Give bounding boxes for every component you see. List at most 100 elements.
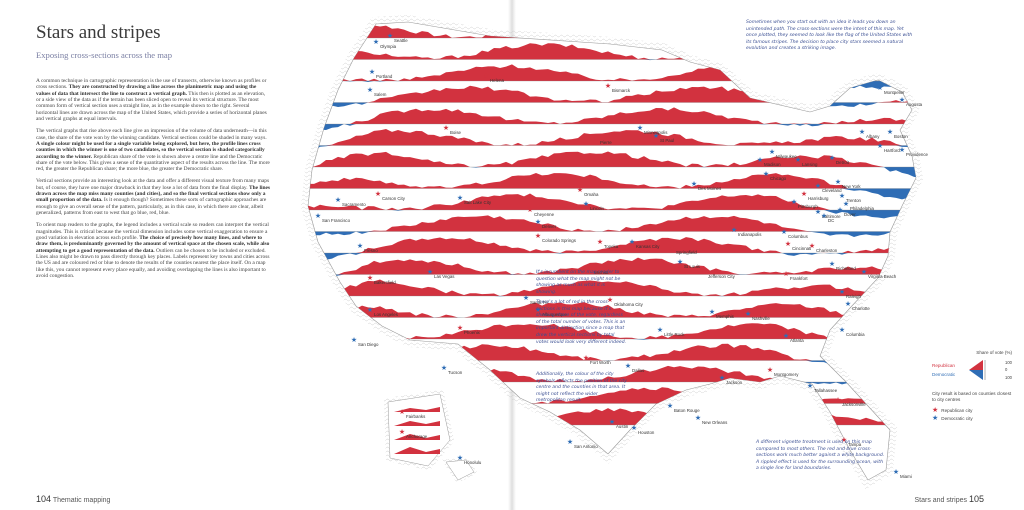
us-election-cross-section-map: ★Seattle★Olympia★Portland★Salem★Helena★B… — [300, 14, 929, 490]
city-marker: ★St Paul — [653, 132, 674, 143]
red-star-icon: ★ — [375, 190, 381, 198]
blue-star-icon: ★ — [637, 124, 643, 132]
city-label: Olympia — [380, 44, 397, 49]
city-marker: ★Kansas City — [629, 238, 660, 249]
red-star-icon: ★ — [809, 242, 815, 250]
left-page-text: Stars and stripes Exposing cross-section… — [36, 22, 271, 285]
city-label: Baton Rouge — [674, 408, 700, 413]
city-label: Detroit — [836, 160, 850, 165]
blue-star-icon: ★ — [367, 306, 373, 314]
city-marker: ★Frankfort — [783, 270, 808, 281]
city-label: Austin — [616, 424, 629, 429]
city-label: Wichita — [594, 270, 609, 275]
blue-star-icon: ★ — [709, 308, 715, 316]
city-marker: ★Madison — [757, 156, 781, 167]
annotation-question: It's incumbent on the map reader to ques… — [536, 270, 621, 295]
city-label: DC — [828, 218, 834, 223]
blue-star-icon: ★ — [387, 32, 393, 40]
city-marker: ★Salt Lake City — [457, 194, 492, 205]
city-marker: ★Honolulu — [457, 454, 482, 465]
city-marker: ★Carson City — [375, 190, 406, 201]
hawaii-outline — [445, 459, 475, 481]
democratic-profile — [308, 188, 916, 200]
city-label: Portland — [376, 74, 393, 79]
city-label: Trenton — [846, 198, 862, 203]
folio-left: 104 Thematic mapping — [36, 494, 110, 504]
blue-star-icon: ★ — [932, 415, 939, 422]
city-marker: ★Albuquerque — [535, 306, 568, 317]
city-marker: ★Olympia — [373, 38, 397, 49]
city-label: Madison — [764, 162, 781, 167]
blue-star-icon: ★ — [783, 332, 789, 340]
city-label: Sacramento — [342, 202, 366, 207]
city-label: Minneapolis — [644, 130, 668, 135]
city-marker: ★Denver — [535, 218, 557, 229]
city-label: Memphis — [716, 314, 735, 319]
blue-star-icon: ★ — [807, 382, 813, 390]
city-marker: ★Charlotte — [845, 300, 871, 311]
city-marker: ★Anchorage — [399, 428, 428, 439]
page-title: Stars and stripes — [36, 22, 161, 43]
city-label: Tampa — [848, 442, 862, 447]
body-paragraph-4: To orient map readers to the graphs, the… — [36, 222, 270, 280]
city-marker: ★Colorado Springs — [535, 232, 577, 243]
red-star-icon: ★ — [841, 436, 847, 444]
city-marker: ★Tampa — [841, 436, 862, 447]
city-label: Frankfort — [790, 276, 808, 281]
blue-star-icon: ★ — [745, 310, 751, 318]
blue-star-icon: ★ — [821, 212, 827, 220]
city-label: Indianapolis — [738, 232, 762, 237]
city-label: San Antonio — [574, 444, 598, 449]
red-star-icon: ★ — [597, 238, 603, 246]
blue-star-icon: ★ — [839, 288, 845, 296]
city-label: San Diego — [358, 342, 379, 347]
city-marker: ★Las Vegas — [427, 268, 455, 279]
blue-star-icon: ★ — [829, 260, 835, 268]
city-label: Springfield — [676, 250, 697, 255]
city-label: Los Angeles — [374, 312, 399, 317]
city-label: Houston — [638, 430, 655, 435]
legend-rep-city-label: Republican city — [941, 407, 973, 413]
blue-star-icon: ★ — [691, 180, 697, 188]
red-star-icon: ★ — [607, 296, 613, 304]
city-label: Tucson — [448, 370, 463, 375]
red-star-icon: ★ — [932, 407, 939, 414]
city-marker: ★Harrisburg — [801, 190, 829, 201]
blue-star-icon: ★ — [567, 438, 573, 446]
city-marker: ★Phoenix — [457, 324, 481, 335]
democratic-profile — [308, 231, 916, 237]
city-label: Hartford — [884, 148, 900, 153]
democratic-profile — [308, 81, 916, 89]
city-label: Dover — [844, 212, 856, 217]
city-marker: ★Jackson — [719, 374, 743, 385]
city-label: Santa Fe — [530, 300, 548, 305]
city-label: Denver — [542, 224, 557, 229]
city-marker: ★Topeka — [597, 238, 619, 249]
city-label: Chicago — [770, 176, 787, 181]
legend-dem-city-label: Democratic city — [941, 415, 973, 421]
blue-star-icon: ★ — [441, 364, 447, 372]
city-marker: ★New York — [835, 178, 861, 189]
blue-star-icon: ★ — [427, 268, 433, 276]
city-marker: ★Omaha — [577, 186, 599, 197]
city-marker: ★San Antonio — [567, 438, 598, 449]
city-label: Colorado Springs — [542, 238, 577, 243]
city-marker: ★Little Rock — [657, 326, 685, 337]
city-marker: ★Bismarck — [605, 82, 631, 93]
red-star-icon: ★ — [587, 264, 593, 272]
democratic-profile — [308, 210, 916, 219]
blue-star-icon: ★ — [369, 68, 375, 76]
city-label: Philadelphia — [850, 206, 874, 211]
blue-star-icon: ★ — [781, 228, 787, 236]
city-label: Fort Worth — [590, 360, 611, 365]
city-label: Montpelier — [884, 90, 905, 95]
city-marker: ★Baltimore — [815, 208, 841, 219]
city-label: Charlotte — [852, 306, 870, 311]
annotation-vote-share: There's a lot of red in the cross-sectio… — [536, 300, 627, 345]
blue-star-icon: ★ — [899, 146, 905, 154]
city-label: Pierre — [600, 140, 612, 145]
city-label: Fresno — [364, 248, 378, 253]
city-marker: ★Seattle — [387, 32, 408, 43]
alaska-profiles — [394, 407, 440, 454]
city-label: Salem — [374, 92, 387, 97]
